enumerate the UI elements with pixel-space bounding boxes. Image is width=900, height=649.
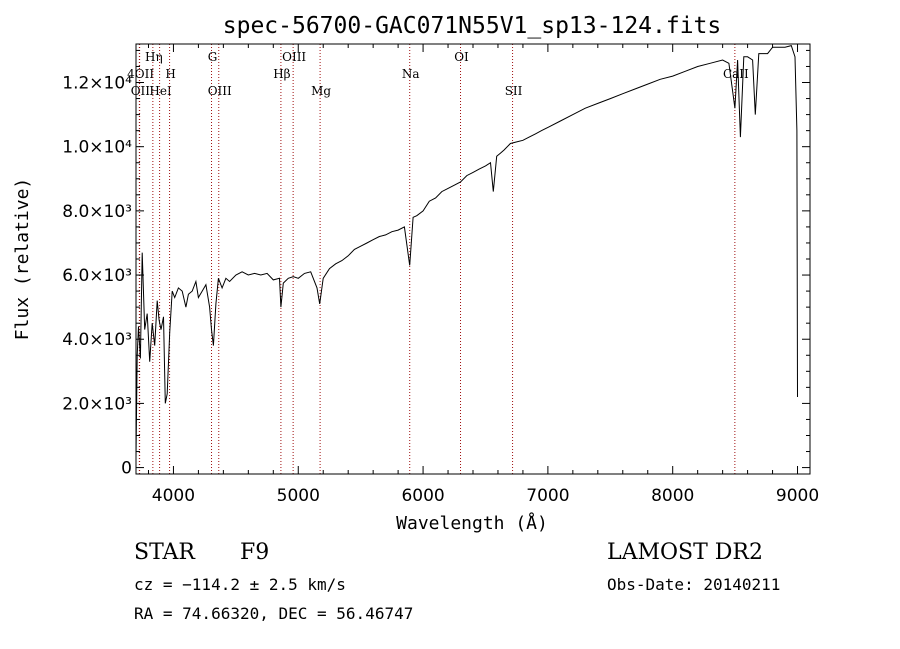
line-label-4: H — [165, 67, 175, 81]
line-label-9: Mg — [311, 84, 331, 98]
y-tick-label-2: 4.0×10³ — [62, 330, 132, 350]
line-label-10: Na — [402, 67, 420, 81]
survey-name: LAMOST DR2 — [607, 540, 763, 565]
x-axis-title: Wavelength (Å) — [396, 512, 548, 534]
x-axis: 4000 5000 6000 7000 8000 9000 — [147, 44, 819, 506]
plot-frame — [135, 43, 811, 475]
line-label-13: CaII — [723, 67, 749, 81]
x-tick-label-0: 4000 — [152, 486, 195, 506]
line-label-8: OIII — [282, 50, 306, 64]
x-tick-label-2: 6000 — [401, 486, 444, 506]
object-subclass: F9 — [240, 540, 270, 565]
object-class: STAR — [134, 540, 195, 565]
spectrum-series-line — [135, 45, 798, 459]
line-label-0: OII — [131, 84, 151, 98]
line-label-2: Hη — [145, 50, 163, 64]
line-label-12: SII — [505, 84, 523, 98]
y-tick-label-4: 8.0×10³ — [62, 202, 132, 222]
observation-date: Obs-Date: 20140211 — [607, 575, 781, 594]
line-label-5: G — [208, 50, 218, 64]
x-tick-label-5: 9000 — [776, 486, 819, 506]
y-tick-label-1: 2.0×10³ — [62, 394, 132, 414]
line-label-7: Hβ — [273, 67, 290, 81]
line-label-3: HeI — [149, 84, 172, 98]
line-label-6: OIII — [208, 84, 232, 98]
y-axis: 0 2.0×10³ 4.0×10³ 6.0×10³ 8.0×10³ 1.0×10⁴ 1.2×… — [62, 49, 810, 479]
y-axis-title: Flux (relative) — [12, 178, 33, 341]
y-tick-label-6: 1.2×10⁴ — [62, 74, 132, 94]
chart-title: spec-56700-GAC071N55V1_sp13-124.fits — [223, 13, 722, 39]
y-tick-label-0: 0 — [121, 459, 132, 479]
redshift-velocity: cz = −114.2 ± 2.5 km/s — [134, 575, 346, 594]
y-tick-label-3: 6.0×10³ — [62, 266, 132, 286]
sky-coordinates: RA = 74.66320, DEC = 56.46747 — [134, 604, 414, 623]
x-tick-label-1: 5000 — [277, 486, 320, 506]
emission-line-markers: OII 4OII Hη HeI H G OIII Hβ OIII Mg Na OI SII CaII — [127, 44, 749, 474]
x-tick-label-4: 8000 — [651, 486, 694, 506]
y-tick-label-5: 1.0×10⁴ — [62, 138, 132, 158]
x-tick-label-3: 7000 — [526, 486, 569, 506]
line-label-11: OI — [454, 50, 469, 64]
line-label-1: 4OII — [127, 67, 154, 81]
plot-area — [135, 45, 798, 459]
